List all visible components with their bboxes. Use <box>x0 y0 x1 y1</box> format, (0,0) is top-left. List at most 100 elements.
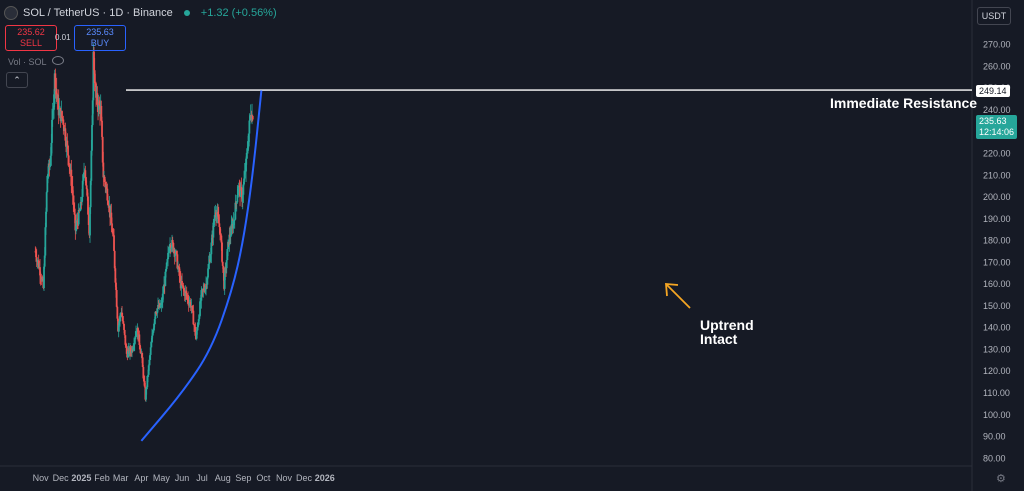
volume-indicator-label[interactable]: Vol · SOL <box>8 57 47 67</box>
candle-body <box>199 300 202 302</box>
candle-body <box>226 249 229 261</box>
candle-body <box>124 335 127 345</box>
candle-body <box>84 170 87 178</box>
candle-body <box>220 235 223 243</box>
candle-body <box>143 378 145 381</box>
x-tick-label: Jul <box>196 473 208 483</box>
candle-body <box>35 257 38 262</box>
candle-body <box>174 253 177 256</box>
y-tick-label: 190.00 <box>983 214 1011 224</box>
candle-body <box>195 330 198 339</box>
y-tick-label: 140.00 <box>983 323 1011 333</box>
y-tick-label: 100.00 <box>983 410 1011 420</box>
candle-body <box>212 222 215 238</box>
candle-body <box>127 351 129 358</box>
candle-body <box>85 185 88 190</box>
candle-body <box>221 242 223 262</box>
x-tick-label: 2026 <box>315 473 335 483</box>
candle-body <box>87 196 89 215</box>
candle-body <box>207 263 210 269</box>
candle-body <box>145 387 148 390</box>
x-tick-label: Nov <box>276 473 293 483</box>
candle-body <box>233 220 235 222</box>
candle-body <box>145 389 147 400</box>
candle-body <box>249 116 251 121</box>
eye-icon[interactable] <box>52 56 64 65</box>
candle-body <box>164 271 167 286</box>
candle-body <box>179 275 181 278</box>
candle-body <box>55 89 58 95</box>
candle-body <box>185 291 187 294</box>
candle-body <box>134 336 137 340</box>
candle-body <box>137 328 139 340</box>
candle-body <box>73 208 76 215</box>
candle-body <box>47 163 50 174</box>
candle-body <box>122 321 125 325</box>
candle-body <box>125 344 127 347</box>
buy-button[interactable]: 235.63 BUY <box>74 25 126 51</box>
sell-button[interactable]: 235.62 SELL <box>5 25 57 51</box>
candle-body <box>199 301 201 316</box>
candle-body <box>237 188 239 195</box>
candle-body <box>192 310 195 325</box>
candle-body <box>54 73 57 91</box>
candle-body <box>245 158 247 172</box>
candle-body <box>194 326 197 336</box>
candle-body <box>184 291 187 296</box>
candle-body <box>103 176 106 183</box>
candle-body <box>237 185 240 189</box>
currency-selector[interactable]: USDT <box>977 7 1011 25</box>
candle-body <box>79 202 82 211</box>
y-tick-label: 130.00 <box>983 344 1011 354</box>
candle-body <box>75 221 78 227</box>
candle-body <box>116 306 119 319</box>
candle-body <box>155 312 158 314</box>
sell-price: 235.62 <box>17 27 45 37</box>
gear-icon[interactable]: ⚙ <box>996 473 1006 485</box>
candle-body <box>186 296 189 298</box>
candle-body <box>80 202 83 203</box>
candle-body <box>62 119 65 125</box>
collapse-button[interactable]: ⌃ <box>6 72 28 88</box>
symbol-title[interactable]: SOL / TetherUS · 1D · Binance <box>23 7 173 19</box>
candle-body <box>45 192 48 212</box>
candle-body <box>101 120 103 137</box>
candle-body <box>105 186 108 189</box>
candle-body <box>131 348 133 353</box>
candle-body <box>223 272 226 289</box>
candle-body <box>242 184 245 195</box>
candle-body <box>181 285 184 286</box>
candle-body <box>155 311 157 313</box>
candle-body <box>152 330 155 333</box>
candle-body <box>159 305 162 308</box>
candle-body <box>40 277 43 281</box>
candle-body <box>74 214 77 231</box>
candle-body <box>37 260 40 268</box>
y-tick-label: 90.00 <box>983 432 1006 442</box>
candle-body <box>52 109 55 111</box>
candle-body <box>167 251 170 254</box>
y-tick-label: 80.00 <box>983 453 1006 463</box>
candle-body <box>50 142 53 156</box>
candle-body <box>135 331 137 337</box>
candle-body <box>39 267 41 276</box>
y-tick-label: 260.00 <box>983 61 1011 71</box>
candle-body <box>163 284 165 293</box>
candle-body <box>225 260 228 269</box>
candle-body <box>151 335 153 343</box>
x-tick-label: 2025 <box>71 473 91 483</box>
candle-body <box>172 242 175 252</box>
candle-body <box>153 319 156 324</box>
candle-body <box>107 203 110 208</box>
candle-body <box>147 374 149 376</box>
candle-body <box>93 70 96 83</box>
candle-body <box>107 200 109 204</box>
candle-body <box>240 187 243 191</box>
candle-body <box>49 165 51 168</box>
candle-body <box>41 279 44 280</box>
candle-body <box>178 267 181 276</box>
x-tick-label: Oct <box>256 473 271 483</box>
candle-body <box>218 223 221 228</box>
candle-body <box>63 124 65 132</box>
